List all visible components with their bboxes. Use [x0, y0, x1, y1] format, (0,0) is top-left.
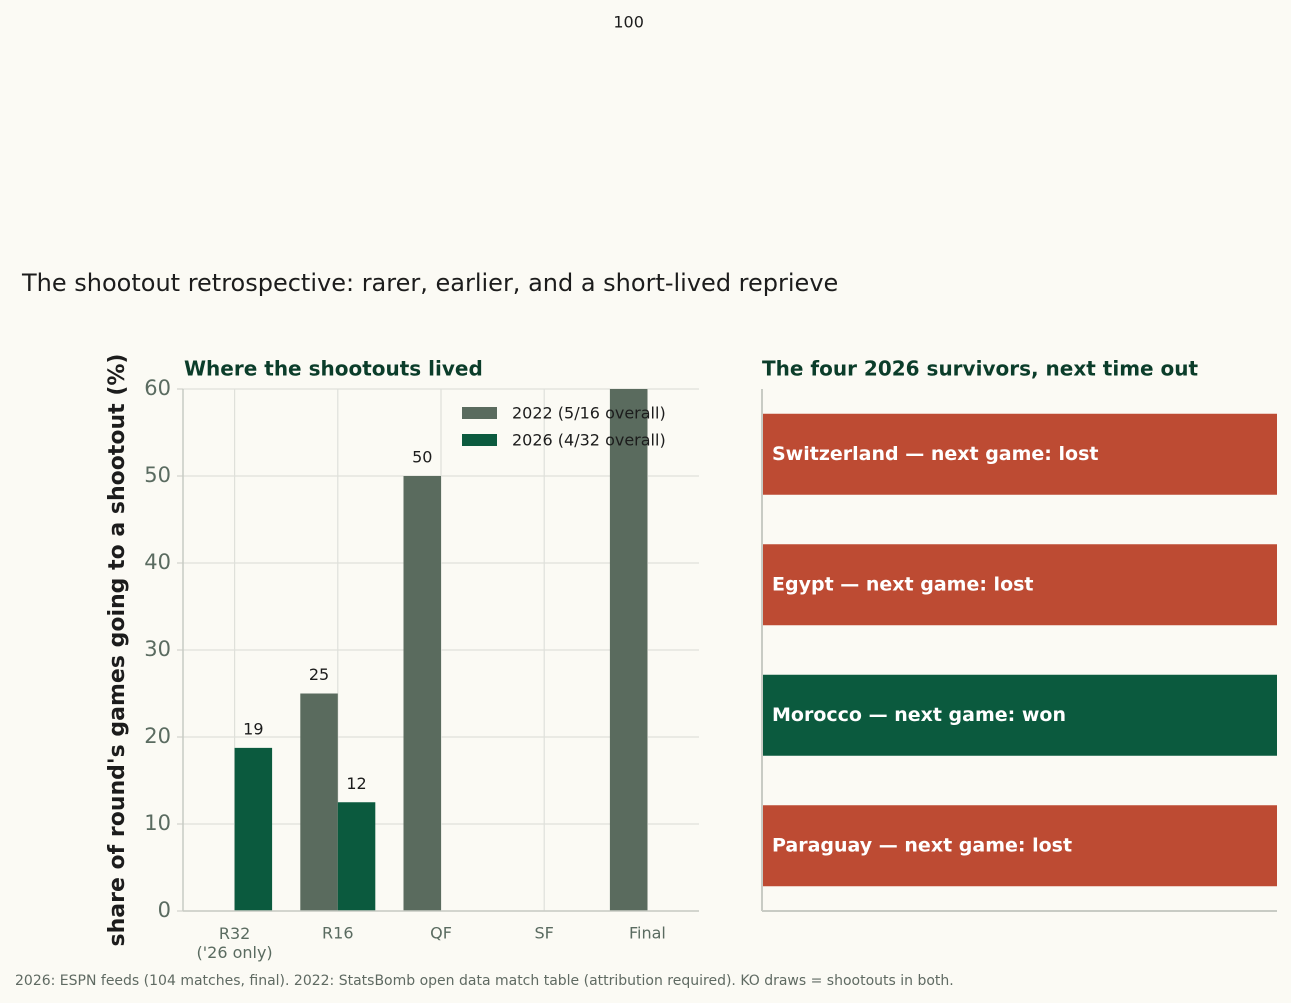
data-label: 50 [412, 448, 432, 467]
y-tick-label: 50 [144, 463, 171, 487]
outcome-label: Paraguay — next game: lost [772, 834, 1072, 856]
bar [234, 747, 273, 911]
x-tick-label: SF [535, 924, 554, 943]
outcome-label: Morocco — next game: won [772, 704, 1066, 726]
y-tick-label: 40 [144, 550, 171, 574]
bar [609, 389, 648, 911]
x-tick-label: QF [430, 924, 452, 943]
outcome-bar [762, 413, 1277, 495]
data-label: 25 [309, 665, 329, 684]
legend-label: 2022 (5/16 overall) [512, 404, 666, 423]
data-label: 19 [243, 719, 263, 738]
y-tick-label: 60 [144, 376, 171, 400]
bar [403, 476, 441, 911]
data-label: 100 [613, 13, 644, 32]
legend-label: 2026 (4/32 overall) [512, 431, 666, 450]
y-axis-label: share of round's games going to a shooto… [105, 354, 130, 947]
x-tick-label: R16 [322, 924, 353, 943]
outcome-bar [762, 805, 1277, 887]
plot-area [234, 389, 649, 911]
panel-title: The four 2026 survivors, next time out [762, 357, 1199, 381]
bar [300, 693, 338, 911]
y-tick-label: 20 [144, 724, 171, 748]
outcome-bar [762, 674, 1277, 756]
legend-swatch [462, 434, 497, 446]
panel-title: Where the shootouts lived [184, 357, 483, 381]
y-tick-label: 10 [144, 811, 171, 835]
x-tick-label: Final [629, 924, 666, 943]
figure-title: The shootout retrospective: rarer, earli… [21, 269, 838, 297]
outcome-bar [762, 544, 1277, 626]
x-tick-label: R32 ('26 only) [197, 924, 273, 962]
footnote: 2026: ESPN feeds (104 matches, final). 2… [15, 973, 954, 989]
y-tick-label: 0 [158, 898, 171, 922]
outcome-label: Switzerland — next game: lost [772, 443, 1098, 465]
outcome-label: Egypt — next game: lost [772, 573, 1034, 595]
legend-swatch [462, 407, 497, 419]
bar [337, 802, 376, 911]
data-label: 12 [346, 774, 366, 793]
y-tick-label: 30 [144, 637, 171, 661]
